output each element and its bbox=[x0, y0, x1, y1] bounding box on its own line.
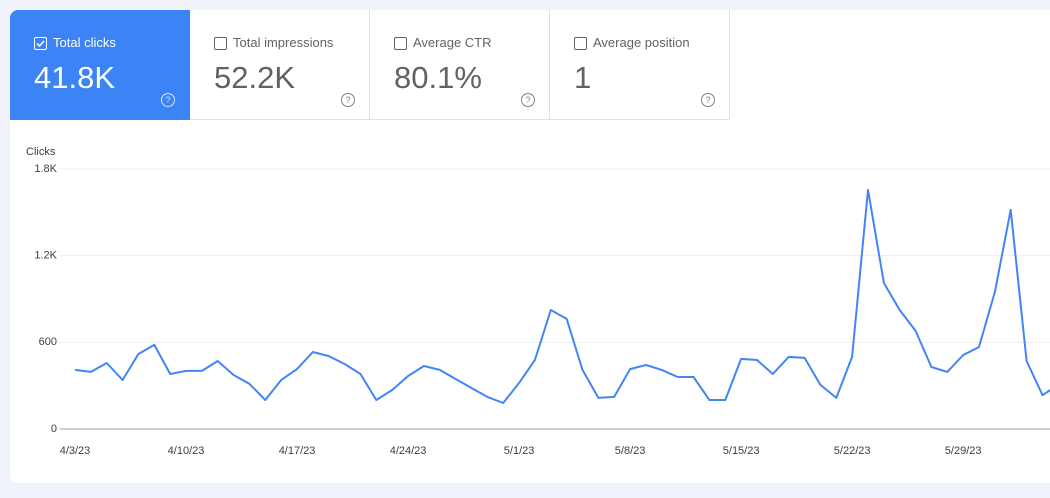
x-tick-label: 5/1/23 bbox=[504, 445, 535, 457]
card-label: Average position bbox=[593, 35, 690, 50]
x-tick-label: 5/8/23 bbox=[615, 445, 646, 457]
x-tick-label: 4/10/23 bbox=[168, 445, 205, 457]
checkbox[interactable] bbox=[34, 37, 47, 50]
y-tick-label: 1.2K bbox=[34, 250, 57, 262]
x-tick-label: 4/24/23 bbox=[390, 445, 427, 457]
y-tick-label: 0 bbox=[51, 423, 57, 435]
help-icon[interactable]: ? bbox=[701, 93, 715, 107]
x-tick-label: 4/3/23 bbox=[60, 445, 91, 457]
card-label: Total clicks bbox=[53, 35, 116, 50]
card-value: 52.2K bbox=[214, 60, 296, 95]
card-value: 1 bbox=[574, 60, 592, 95]
checkbox[interactable] bbox=[214, 37, 227, 50]
card-value: 80.1% bbox=[394, 60, 482, 95]
x-tick-label: 5/29/23 bbox=[945, 445, 982, 457]
check-icon bbox=[36, 40, 45, 48]
help-icon[interactable]: ? bbox=[521, 93, 535, 107]
checkbox[interactable] bbox=[394, 37, 407, 50]
y-tick-label: 1.8K bbox=[34, 163, 57, 175]
checkbox[interactable] bbox=[574, 37, 587, 50]
metric-card[interactable]: Average CTR 80.1%? bbox=[370, 10, 550, 120]
help-icon[interactable]: ? bbox=[161, 93, 175, 107]
help-icon[interactable]: ? bbox=[341, 93, 355, 107]
card-value: 41.8K bbox=[34, 60, 116, 95]
card-label: Total impressions bbox=[233, 35, 334, 50]
y-axis-label: Clicks bbox=[26, 146, 56, 158]
metric-card[interactable]: Average position 1? bbox=[550, 10, 730, 120]
x-tick-label: 5/15/23 bbox=[723, 445, 760, 457]
card-label: Average CTR bbox=[413, 35, 492, 50]
metric-card[interactable]: Total clicks 41.8K? bbox=[10, 10, 190, 120]
y-tick-label: 600 bbox=[39, 336, 57, 348]
x-tick-label: 5/22/23 bbox=[834, 445, 871, 457]
metric-card[interactable]: Total impressions 52.2K? bbox=[190, 10, 370, 120]
x-tick-label: 4/17/23 bbox=[279, 445, 316, 457]
clicks-line bbox=[74, 188, 1050, 404]
